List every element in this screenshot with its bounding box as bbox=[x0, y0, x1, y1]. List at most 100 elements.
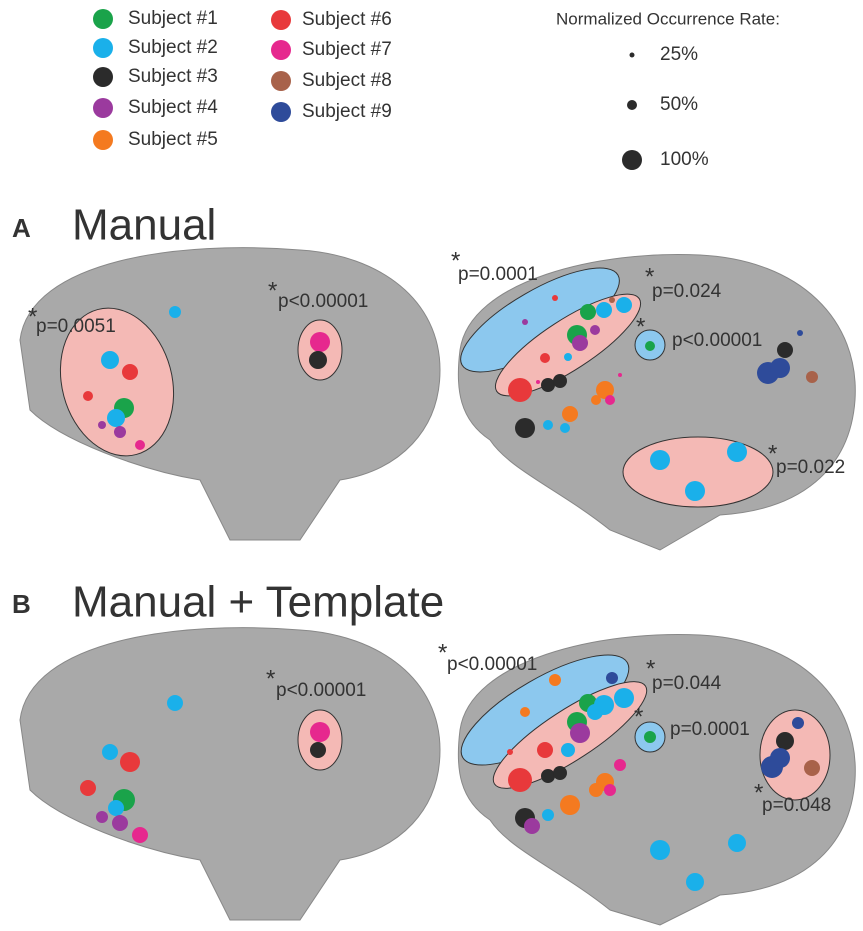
size-legend-title: Normalized Occurrence Rate: bbox=[556, 9, 780, 28]
legend-swatch bbox=[93, 67, 113, 87]
electrode-dot bbox=[570, 723, 590, 743]
significance-star: * bbox=[266, 665, 275, 692]
electrode-dot bbox=[520, 707, 530, 717]
significance-star: * bbox=[634, 703, 643, 730]
p-value: p=0.0001 bbox=[458, 264, 538, 285]
electrode-dot bbox=[310, 722, 330, 742]
electrode-dot bbox=[650, 840, 670, 860]
electrode-dot bbox=[541, 378, 555, 392]
size-legend-dot bbox=[622, 150, 642, 170]
electrode-dot bbox=[776, 732, 794, 750]
p-value: p=0.022 bbox=[776, 457, 845, 478]
p-value: p<0.00001 bbox=[672, 330, 762, 351]
panel-b bbox=[20, 628, 855, 925]
electrode-dot bbox=[560, 423, 570, 433]
electrode-dot bbox=[590, 325, 600, 335]
legend-swatch bbox=[93, 130, 113, 150]
legend-swatch bbox=[93, 9, 113, 29]
size-legend-label: 50% bbox=[660, 94, 698, 115]
legend-swatch bbox=[93, 38, 113, 58]
electrode-dot bbox=[650, 450, 670, 470]
figure: Normalized Occurrence Rate: 25% 50% 100%… bbox=[0, 0, 863, 931]
significance-star: * bbox=[636, 313, 645, 340]
electrode-dot bbox=[310, 742, 326, 758]
electrode-dot bbox=[540, 353, 550, 363]
electrode-dot bbox=[770, 748, 790, 768]
electrode-dot bbox=[102, 744, 118, 760]
electrode-dot bbox=[120, 752, 140, 772]
electrode-dot bbox=[135, 440, 145, 450]
panel-title: Manual bbox=[72, 201, 216, 250]
electrode-dot bbox=[572, 335, 588, 351]
electrode-dot bbox=[727, 442, 747, 462]
electrode-dot bbox=[591, 395, 601, 405]
electrode-dot bbox=[122, 364, 138, 380]
electrode-dot bbox=[609, 297, 615, 303]
legend-swatch bbox=[271, 40, 291, 60]
legend-label: Subject #7 bbox=[302, 39, 392, 60]
legend-label: Subject #2 bbox=[128, 37, 218, 58]
p-value: p<0.00001 bbox=[276, 680, 366, 701]
legend-swatch bbox=[271, 102, 291, 122]
electrode-dot bbox=[524, 818, 540, 834]
legend-label: Subject #3 bbox=[128, 66, 218, 87]
electrode-dot bbox=[553, 374, 567, 388]
legend-label: Subject #8 bbox=[302, 70, 392, 91]
electrode-dot bbox=[107, 409, 125, 427]
significance-star: * bbox=[438, 639, 447, 666]
brain-medial bbox=[20, 628, 440, 920]
panel-title: Manual + Template bbox=[72, 578, 444, 627]
p-value: p=0.048 bbox=[762, 795, 831, 816]
panel-a bbox=[20, 248, 855, 550]
electrode-dot bbox=[309, 351, 327, 369]
electrode-dot bbox=[804, 760, 820, 776]
electrode-dot bbox=[728, 834, 746, 852]
electrode-dot bbox=[108, 800, 124, 816]
panel-letter: B bbox=[12, 589, 31, 619]
electrode-dot bbox=[770, 358, 790, 378]
legend-swatch bbox=[271, 71, 291, 91]
electrode-dot bbox=[606, 672, 618, 684]
electrode-dot bbox=[614, 688, 634, 708]
electrode-dot bbox=[508, 768, 532, 792]
significance-star: * bbox=[268, 277, 277, 304]
electrode-dot bbox=[132, 827, 148, 843]
legend-label: Subject #6 bbox=[302, 9, 392, 30]
electrode-dot bbox=[589, 783, 603, 797]
size-legend-label: 25% bbox=[660, 44, 698, 65]
electrode-dot bbox=[549, 674, 561, 686]
electrode-dot bbox=[310, 332, 330, 352]
electrode-dot bbox=[536, 380, 540, 384]
electrode-dot bbox=[553, 766, 567, 780]
p-value: p=0.0001 bbox=[670, 719, 750, 740]
electrode-dot bbox=[614, 759, 626, 771]
electrode-dot bbox=[685, 481, 705, 501]
electrode-dot bbox=[618, 373, 622, 377]
electrode-dot bbox=[564, 353, 572, 361]
electrode-dot bbox=[96, 811, 108, 823]
p-value: p=0.024 bbox=[652, 281, 722, 302]
legend-swatch bbox=[93, 98, 113, 118]
electrode-dot bbox=[541, 769, 555, 783]
electrode-dot bbox=[562, 406, 578, 422]
legend-swatch bbox=[271, 10, 291, 30]
p-value: p<0.00001 bbox=[278, 291, 368, 312]
electrode-dot bbox=[80, 780, 96, 796]
electrode-dot bbox=[616, 297, 632, 313]
electrode-dot bbox=[596, 302, 612, 318]
electrode-dot bbox=[580, 304, 596, 320]
electrode-dot bbox=[645, 341, 655, 351]
electrode-dot bbox=[792, 717, 804, 729]
electrode-dot bbox=[537, 742, 553, 758]
p-value: p<0.00001 bbox=[447, 654, 537, 675]
electrode-dot bbox=[515, 418, 535, 438]
electrode-dot bbox=[686, 873, 704, 891]
electrode-dot bbox=[552, 295, 558, 301]
panel-letter: A bbox=[12, 213, 31, 243]
legend-label: Subject #5 bbox=[128, 129, 218, 150]
electrode-dot bbox=[114, 426, 126, 438]
electrode-dot bbox=[83, 391, 93, 401]
electrode-dot bbox=[508, 378, 532, 402]
electrode-dot bbox=[101, 351, 119, 369]
p-value: p=0.0051 bbox=[36, 316, 116, 337]
